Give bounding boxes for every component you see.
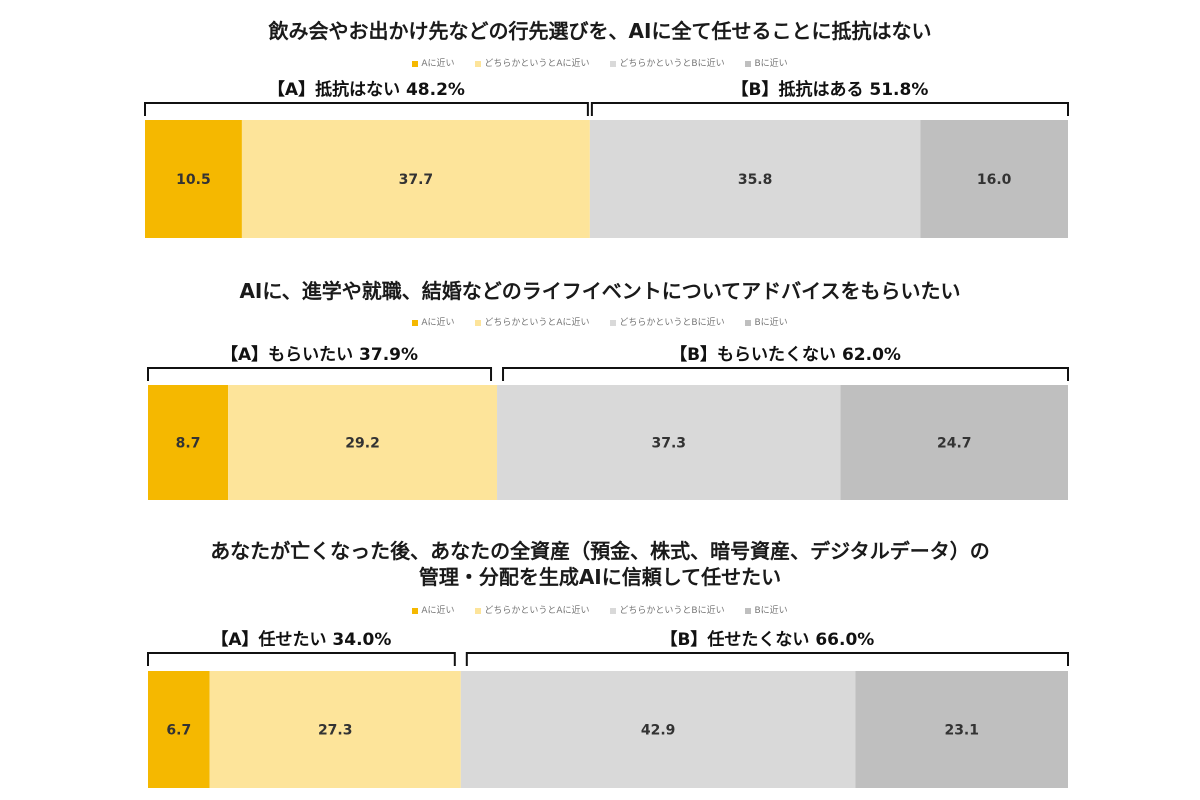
legend-label: Bに近い [754, 59, 788, 69]
legend-swatch [475, 60, 482, 67]
legend-swatch [610, 607, 617, 614]
legend-item: どちらかというとAに近い [475, 56, 590, 69]
bar-segment [209, 671, 461, 788]
bar-segment [497, 385, 841, 500]
group-label: 【A】もらいたい 37.9% [221, 344, 418, 365]
legend-label: どちらかというとBに近い [619, 59, 725, 69]
bar-segment [920, 120, 1068, 238]
legend-label: Bに近い [754, 318, 788, 328]
data-label: 29.2 [345, 436, 380, 452]
bar-segment [855, 671, 1068, 788]
group-label: 【B】抵抗はある 51.8% [732, 79, 929, 100]
data-label: 8.7 [176, 436, 201, 452]
legend-swatch [475, 319, 482, 326]
stacked-bar-chart: 6.7 27.3 42.9 23.1 【A】任せたい 34.0% 【B】任せたくない 66… [147, 629, 1069, 788]
stacked-bar-chart: 8.7 29.2 37.3 24.7 【A】もらいたい 37.9% 【B】もらいたくない … [147, 344, 1069, 500]
legend-item: Bに近い [745, 56, 788, 69]
bar-segment [460, 671, 856, 788]
group-bracket [144, 102, 589, 116]
legend-label: どちらかというとBに近い [619, 318, 725, 328]
group-label: 【B】任せたくない 66.0% [660, 629, 874, 650]
legend-item: Aに近い [412, 315, 455, 328]
chart-title: 飲み会やお出かけ先などの行先選びを、AIに全て任せることに抵抗はない [0, 18, 1200, 44]
legend-item: Aに近い [412, 603, 455, 616]
group-bracket [502, 367, 1069, 381]
bar-segment [840, 385, 1068, 500]
chart-title-line: 管理・分配を生成AIに信頼して任せたい [418, 565, 782, 589]
legend-swatch [412, 607, 419, 614]
legend-label: どちらかというとAに近い [484, 606, 590, 616]
data-label: 27.3 [318, 723, 353, 739]
legend-swatch [745, 607, 752, 614]
chart-title-line: AIに、進学や就職、結婚などのライフイベントについてアドバイスをもらいたい [239, 279, 961, 303]
legend-label: Bに近い [754, 606, 788, 616]
group-bracket [147, 652, 456, 666]
group-bracket [147, 367, 493, 381]
legend: Aに近い どちらかというとAに近い どちらかというとBに近い Bに近い [0, 603, 1200, 616]
legend-label: どちらかというとAに近い [484, 318, 590, 328]
legend-item: どちらかというとBに近い [610, 603, 725, 616]
data-label: 37.3 [652, 436, 687, 452]
bar-segment [228, 385, 498, 500]
legend-item: Aに近い [412, 56, 455, 69]
legend: Aに近い どちらかというとAに近い どちらかというとBに近い Bに近い [0, 56, 1200, 69]
bar-segment [589, 120, 921, 238]
data-label: 10.5 [176, 172, 211, 188]
bar-segment [241, 120, 590, 238]
legend-item: Bに近い [745, 315, 788, 328]
group-label: 【A】任せたい 34.0% [211, 629, 391, 650]
legend-item: どちらかというとBに近い [610, 56, 725, 69]
group-bracket [590, 102, 1069, 116]
legend-item: Bに近い [745, 603, 788, 616]
bar-segment [148, 385, 229, 500]
chart-title: あなたが亡くなった後、あなたの全資産（預金、株式、暗号資産、デジタルデータ）の … [0, 538, 1200, 590]
stacked-bar-chart: 10.5 37.7 35.8 16.0 【A】抵抗はない 48.2% 【B】抵抗はある 5… [144, 79, 1069, 238]
legend-label: Aに近い [421, 59, 455, 69]
legend-label: どちらかというとAに近い [484, 59, 590, 69]
legend-item: どちらかというとBに近い [610, 315, 725, 328]
bar-segment [148, 671, 210, 788]
legend-swatch [475, 607, 482, 614]
chart-title: AIに、進学や就職、結婚などのライフイベントについてアドバイスをもらいたい [0, 278, 1200, 304]
data-label: 23.1 [944, 723, 979, 739]
legend-label: Aに近い [421, 318, 455, 328]
data-label: 16.0 [977, 172, 1012, 188]
legend-label: Aに近い [421, 606, 455, 616]
legend-item: どちらかというとAに近い [475, 315, 590, 328]
data-label: 24.7 [937, 436, 972, 452]
bar-segment [145, 120, 242, 238]
data-label: 35.8 [738, 172, 773, 188]
legend: Aに近い どちらかというとAに近い どちらかというとBに近い Bに近い [0, 315, 1200, 328]
legend-swatch [412, 319, 419, 326]
group-label: 【A】抵抗はない 48.2% [268, 79, 465, 100]
legend-swatch [745, 60, 752, 67]
data-label: 42.9 [641, 723, 676, 739]
group-bracket [465, 652, 1069, 666]
legend-label: どちらかというとBに近い [619, 606, 725, 616]
chart-title-line: あなたが亡くなった後、あなたの全資産（預金、株式、暗号資産、デジタルデータ）の [210, 539, 990, 563]
data-label: 37.7 [399, 172, 434, 188]
group-label: 【B】もらいたくない 62.0% [670, 344, 901, 365]
data-label: 6.7 [166, 723, 191, 739]
chart-title-line: 飲み会やお出かけ先などの行先選びを、AIに全て任せることに抵抗はない [268, 19, 932, 43]
legend-swatch [412, 60, 419, 67]
legend-swatch [610, 319, 617, 326]
legend-swatch [610, 60, 617, 67]
legend-item: どちらかというとAに近い [475, 603, 590, 616]
legend-swatch [745, 319, 752, 326]
